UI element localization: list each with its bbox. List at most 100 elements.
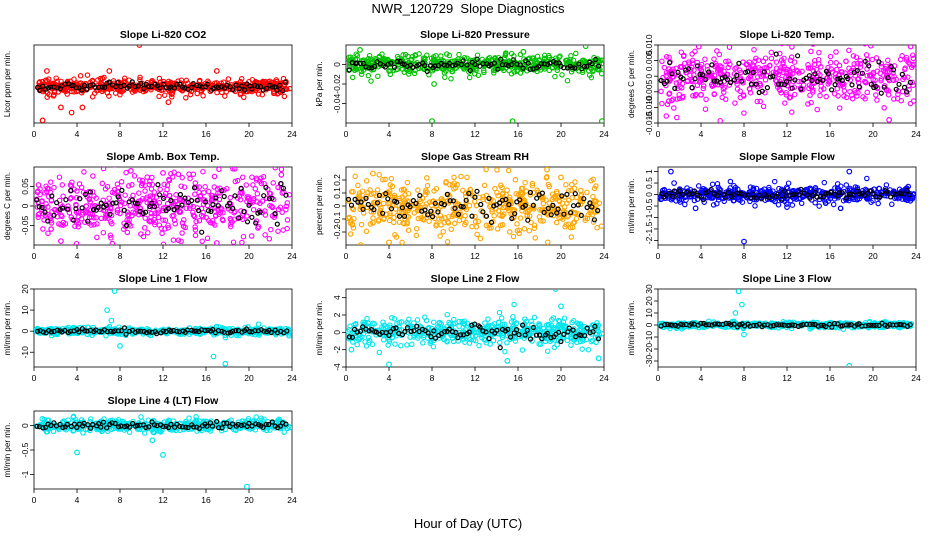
data-point — [550, 212, 557, 219]
reference-point — [474, 56, 480, 62]
reference-point — [904, 89, 910, 95]
reference-point — [391, 64, 398, 71]
data-point — [836, 105, 843, 111]
data-point — [864, 175, 870, 182]
data-point — [109, 240, 116, 245]
data-point — [347, 231, 354, 237]
reference-point — [553, 60, 559, 66]
data-point — [142, 188, 148, 194]
reference-point — [221, 85, 228, 91]
data-point — [874, 97, 880, 103]
reference-point — [121, 207, 127, 214]
reference-point — [283, 192, 289, 198]
data-point — [45, 193, 52, 200]
data-point — [207, 219, 214, 226]
data-point — [766, 63, 773, 69]
data-point — [239, 239, 245, 245]
reference-point — [177, 191, 183, 198]
data-point — [885, 91, 892, 98]
data-point — [818, 87, 824, 93]
data-point — [139, 177, 146, 184]
reference-point — [132, 200, 138, 206]
data-point — [497, 339, 503, 346]
data-point — [507, 229, 513, 235]
reference-point — [82, 328, 88, 334]
x-tick-label: 16 — [201, 251, 211, 261]
data-point — [526, 213, 533, 219]
data-point — [876, 39, 880, 43]
data-point — [98, 215, 105, 222]
data-point — [239, 174, 246, 181]
data-point — [679, 95, 686, 101]
reference-point — [447, 198, 453, 204]
data-point — [579, 198, 586, 205]
data-point — [197, 77, 203, 84]
data-point — [554, 342, 560, 348]
reference-point — [65, 206, 71, 212]
data-point — [380, 176, 386, 183]
y-axis-label: Licor ppm per min. — [3, 51, 12, 117]
reference-point — [896, 81, 902, 87]
reference-point — [699, 72, 706, 78]
y-tick-label: 20 — [20, 284, 30, 294]
reference-point — [469, 213, 475, 219]
data-point — [674, 114, 680, 121]
reference-point — [748, 195, 754, 201]
reference-point — [581, 196, 587, 202]
reference-point — [890, 191, 896, 197]
data-point — [734, 81, 740, 87]
reference-point — [54, 327, 61, 333]
data-point — [255, 225, 261, 231]
reference-point — [717, 79, 724, 85]
reference-point — [171, 206, 177, 213]
reference-point — [804, 192, 810, 198]
data-point — [846, 65, 852, 72]
data-point — [210, 220, 216, 227]
data-point — [476, 342, 482, 349]
data-point — [472, 337, 479, 344]
data-point — [376, 216, 382, 223]
data-point — [531, 58, 537, 64]
data-point — [414, 317, 421, 323]
data-point — [370, 190, 377, 197]
y-tick-label: -0.02 — [332, 74, 342, 94]
data-point — [94, 221, 100, 227]
data-point — [370, 220, 376, 226]
data-point — [552, 326, 559, 333]
chart-ambbox: Slope Amb. Box Temp.0 4 8 12 16 20 240.050-0.0… — [3, 151, 297, 261]
reference-point — [820, 194, 826, 200]
data-point — [166, 192, 173, 199]
data-point — [863, 52, 870, 58]
data-point — [354, 341, 360, 348]
data-point — [684, 78, 691, 85]
data-point — [126, 217, 132, 224]
reference-point — [812, 189, 818, 196]
reference-point — [873, 83, 879, 90]
data-point — [357, 242, 364, 245]
reference-point — [509, 215, 515, 222]
data-point — [357, 47, 363, 53]
data-point — [222, 334, 229, 341]
data-point — [483, 192, 490, 199]
data-point — [255, 91, 262, 97]
reference-point — [146, 83, 152, 90]
reference-point — [548, 212, 554, 218]
reference-point — [383, 190, 389, 197]
data-point — [195, 249, 199, 253]
data-point — [695, 183, 702, 189]
x-tick-label: 12 — [158, 373, 168, 383]
data-point — [760, 103, 767, 110]
data-point — [910, 98, 916, 104]
reference-point — [191, 328, 197, 334]
data-point — [793, 196, 800, 202]
data-point — [709, 181, 716, 188]
reference-point — [534, 195, 540, 201]
panel-title: Slope Amb. Box Temp. — [106, 151, 219, 163]
reference-point — [266, 196, 272, 202]
panel-pressure: Slope Li-820 Pressure 0 4 8 12 16 20 24 0 -0.02 -0… — [312, 28, 624, 154]
panel-title: Slope Li-820 CO2 — [120, 29, 207, 41]
data-point — [157, 186, 163, 193]
reference-point — [202, 199, 208, 205]
data-point — [496, 309, 503, 316]
data-point — [131, 173, 138, 179]
